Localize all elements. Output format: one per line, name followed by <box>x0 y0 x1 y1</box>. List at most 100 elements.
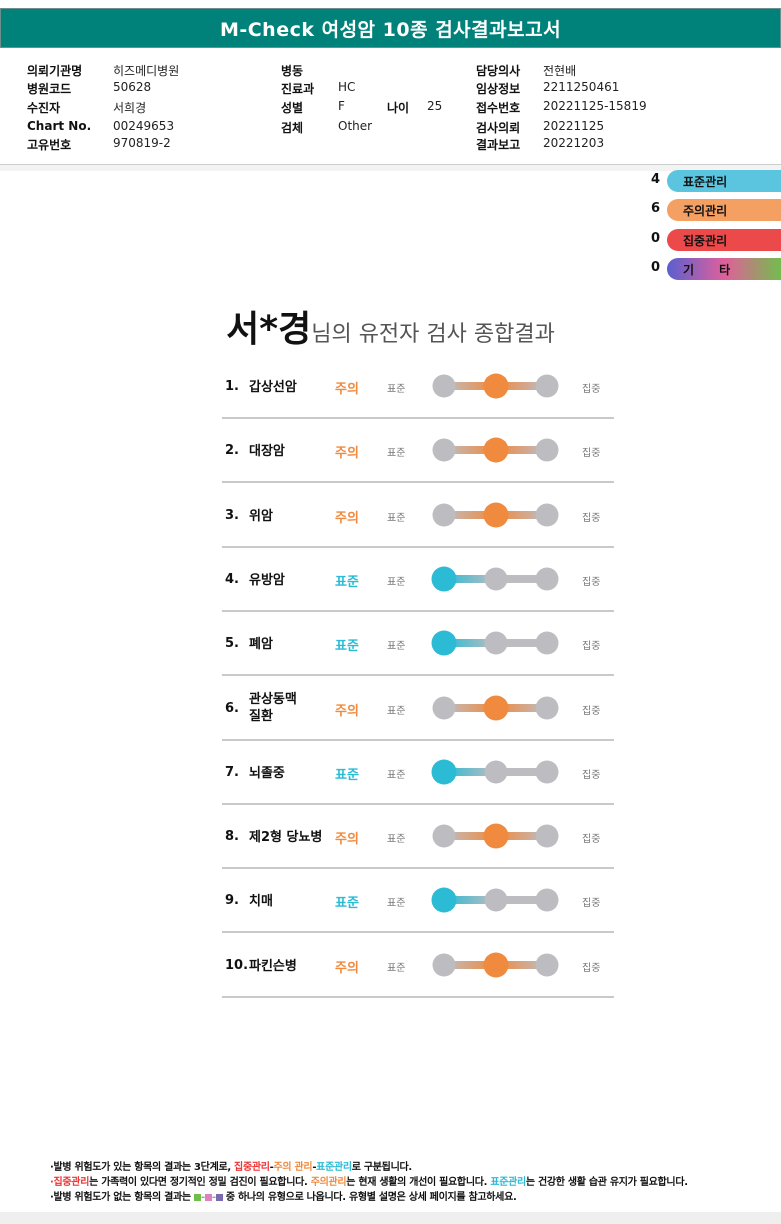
result-status: 표준 <box>335 639 359 654</box>
legend-row: 6 주의관리 <box>641 199 781 221</box>
info-value: Other <box>338 119 373 133</box>
result-row: 5. 폐암 표준 표준 집중 <box>222 612 614 676</box>
footnote-1-orange: 주의 관리 <box>273 1162 313 1173</box>
info-label: 진료과 <box>281 82 315 96</box>
gauge-standard-label: 표준 <box>387 834 406 845</box>
footnote-1-b: 로 구분됩니다. <box>351 1162 412 1173</box>
row-divider <box>222 481 614 483</box>
legend-count: 6 <box>651 201 661 216</box>
info-value: 전현배 <box>543 64 577 78</box>
result-number: 6. <box>225 701 239 716</box>
risk-gauge <box>431 566 559 592</box>
result-row: 10. 파킨슨병 주의 표준 집중 <box>222 934 614 998</box>
info-label: 접수번호 <box>476 101 521 115</box>
result-number: 10. <box>225 958 249 973</box>
result-disease-name: 유방암 <box>249 573 285 588</box>
result-status: 표준 <box>335 768 359 783</box>
info-label: Chart No. <box>27 119 92 133</box>
gauge-intensive-label: 집중 <box>582 770 601 781</box>
result-status: 주의 <box>335 446 359 461</box>
result-number: 9. <box>225 893 239 908</box>
result-disease-name: 뇌졸중 <box>249 766 285 781</box>
gauge-intensive-label: 집중 <box>582 834 601 845</box>
gauge-intensive-label: 집중 <box>582 641 601 652</box>
footnote-line-3: ·발병 위험도가 없는 항목의 결과는 -- 중 하나의 유형으로 나옵니다. … <box>50 1192 517 1203</box>
row-divider <box>222 867 614 869</box>
gauge-dot <box>484 888 508 912</box>
footnote-2-red: ·집중관리 <box>50 1177 90 1188</box>
gauge-segment-left <box>444 511 496 519</box>
gauge-dot <box>535 567 559 591</box>
gauge-dot <box>535 824 559 848</box>
patient-info-section: 의뢰기관명 히즈메디병원 병원코드 50628 수진자 서희경 Chart No. 00249… <box>0 48 781 164</box>
info-value: 20221125-15819 <box>543 99 647 113</box>
gauge-segment-right <box>496 961 547 969</box>
legend-row: 0 집중관리 <box>641 229 781 251</box>
result-number: 5. <box>225 636 239 651</box>
report-title: M-Check 여성암 10종 검사결과보고서 <box>219 18 562 41</box>
risk-gauge <box>432 437 559 463</box>
info-value: 00249653 <box>113 119 175 133</box>
gauge-active-dot <box>431 566 457 592</box>
result-status: 주의 <box>335 704 359 719</box>
result-status: 주의 <box>335 961 359 976</box>
footnote-2-b: 는 현재 생활의 개선이 필요합니다. <box>346 1177 491 1188</box>
gauge-intensive-label: 집중 <box>582 448 601 459</box>
footnote-2-c: 는 건강한 생활 습관 유지가 필요합니다. <box>525 1177 688 1188</box>
result-status: 주의 <box>335 382 359 397</box>
info-label: 검사의뢰 <box>476 121 521 135</box>
gauge-dot <box>432 438 456 462</box>
row-divider <box>222 996 614 998</box>
info-label: 결과보고 <box>476 138 521 152</box>
gauge-dot <box>535 888 559 912</box>
result-number: 2. <box>225 443 239 458</box>
info-label: 나이 <box>387 101 410 115</box>
gauge-active-dot <box>483 437 509 463</box>
info-label: 고유번호 <box>27 138 72 152</box>
legend-row: 4 표준관리 <box>641 170 781 192</box>
info-value: HC <box>338 80 356 94</box>
result-disease-name: 갑상선암 <box>249 380 297 395</box>
result-status: 표준 <box>335 896 359 911</box>
legend-row: 0 기 타 <box>641 258 781 280</box>
legend-pill: 집중관리 <box>667 229 781 251</box>
gauge-intensive-label: 집중 <box>582 898 601 909</box>
gauge-dot <box>432 374 456 398</box>
risk-gauge <box>432 695 559 721</box>
risk-gauge <box>431 630 559 656</box>
gauge-intensive-label: 집중 <box>582 513 601 524</box>
info-value: F <box>338 99 345 113</box>
gauge-segment-right <box>496 896 547 904</box>
result-number: 1. <box>225 379 239 394</box>
gauge-dot <box>432 696 456 720</box>
type-swatch-pink <box>204 1193 212 1201</box>
row-divider <box>222 739 614 741</box>
gauge-dot <box>535 696 559 720</box>
gauge-segment-right <box>496 639 547 647</box>
gauge-segment-right <box>496 382 547 390</box>
gauge-active-dot <box>483 952 509 978</box>
gauge-intensive-label: 집중 <box>582 963 601 974</box>
result-number: 7. <box>225 765 239 780</box>
gauge-dot <box>535 374 559 398</box>
gauge-dot <box>432 824 456 848</box>
footnote-2-a: 는 가족력이 있다면 정기적인 정밀 검진이 필요합니다. <box>89 1177 311 1188</box>
legend-pill: 기 타 <box>667 258 781 280</box>
type-swatch-green <box>194 1193 202 1201</box>
gauge-intensive-label: 집중 <box>582 706 601 717</box>
gauge-dot <box>535 631 559 655</box>
gauge-dot <box>535 438 559 462</box>
gauge-dot <box>484 567 508 591</box>
gauge-segment-right <box>496 704 547 712</box>
info-divider <box>0 164 781 165</box>
gauge-dot <box>535 953 559 977</box>
row-divider <box>222 417 614 419</box>
risk-gauge <box>432 952 559 978</box>
info-value: 히즈메디병원 <box>113 64 180 78</box>
gauge-segment-right <box>496 575 547 583</box>
legend-count: 0 <box>651 260 661 275</box>
footnote-1-blue: 표준관리 <box>316 1162 352 1173</box>
gauge-standard-label: 표준 <box>387 963 406 974</box>
row-divider <box>222 803 614 805</box>
row-divider <box>222 674 614 676</box>
